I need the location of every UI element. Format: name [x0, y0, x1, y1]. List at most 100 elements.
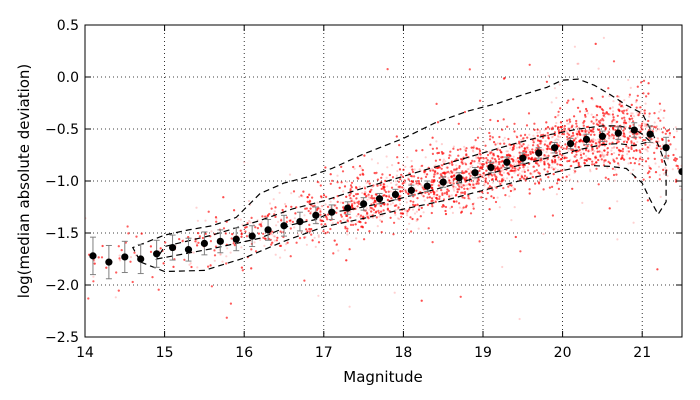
scatter-point	[406, 156, 409, 159]
scatter-point	[399, 212, 402, 215]
scatter-point	[280, 218, 283, 221]
scatter-point	[589, 140, 592, 143]
scatter-point	[454, 172, 457, 175]
grid	[84, 24, 682, 338]
scatter-point	[471, 175, 474, 178]
scatter-point	[317, 235, 320, 238]
scatter-point	[596, 150, 599, 153]
scatter-point	[502, 177, 505, 180]
scatter-point	[647, 146, 650, 149]
scatter-point	[656, 268, 659, 271]
scatter-point	[612, 146, 615, 149]
scatter-point	[597, 121, 600, 124]
scatter-point	[577, 106, 580, 109]
scatter-point	[478, 127, 482, 130]
scatter-point	[545, 80, 549, 83]
scatter-point	[273, 210, 276, 213]
scatter-point	[445, 191, 449, 194]
scatter-point	[626, 107, 630, 110]
scatter-point	[579, 138, 582, 141]
scatter-point	[557, 178, 560, 181]
scatter-point	[512, 186, 515, 189]
scatter-point	[626, 112, 629, 115]
scatter-point	[393, 291, 396, 294]
scatter-point	[509, 147, 512, 150]
scatter-point	[408, 222, 411, 225]
scatter-point	[435, 140, 438, 143]
scatter-point	[475, 182, 478, 185]
scatter-point	[637, 124, 641, 127]
scatter-point	[592, 152, 595, 155]
scatter-point	[512, 155, 515, 158]
scatter-point	[544, 155, 547, 158]
scatter-point	[350, 198, 354, 201]
scatter-point	[645, 126, 648, 129]
scatter-point	[589, 158, 592, 161]
scatter-point	[445, 191, 448, 194]
scatter-point	[430, 197, 434, 200]
scatter-point	[352, 194, 355, 198]
scatter-point	[462, 184, 465, 187]
scatter-point	[376, 225, 379, 228]
scatter-point	[647, 82, 650, 85]
scatter-point	[433, 180, 436, 183]
scatter-point	[655, 125, 659, 128]
scatter-point	[636, 114, 639, 117]
scatter-point	[611, 127, 615, 130]
scatter-point	[547, 137, 550, 140]
scatter-point	[646, 199, 650, 202]
scatter-point	[496, 161, 499, 164]
scatter-point	[197, 232, 200, 235]
scatter-point	[319, 211, 322, 214]
scatter-point	[93, 259, 96, 263]
scatter-point	[363, 190, 367, 193]
scatter-point	[259, 238, 262, 241]
scatter-point	[644, 148, 647, 151]
scatter-point	[523, 149, 526, 152]
scatter-point	[512, 169, 516, 172]
scatter-point	[567, 127, 570, 130]
scatter-point	[293, 217, 296, 220]
scatter-point	[432, 193, 436, 196]
scatter-point	[256, 219, 259, 222]
scatter-point	[308, 193, 311, 196]
scatter-point	[675, 130, 679, 133]
scatter-point	[497, 147, 500, 150]
scatter-point	[417, 208, 421, 211]
scatter-point	[637, 159, 640, 162]
scatter-point	[415, 189, 418, 192]
scatter-point	[636, 140, 639, 144]
scatter-point	[587, 148, 590, 151]
scatter-point	[451, 171, 454, 174]
scatter-point	[446, 181, 449, 184]
scatter-point	[355, 215, 358, 218]
scatter-point	[496, 164, 499, 167]
scatter-point	[532, 134, 535, 137]
scatter-point	[515, 158, 518, 162]
scatter-point	[195, 239, 198, 242]
scatter-point	[384, 180, 387, 183]
scatter-point	[344, 211, 347, 214]
scatter-point	[643, 112, 646, 115]
scatter-point	[579, 129, 582, 132]
scatter-point	[500, 169, 503, 173]
scatter-point	[279, 256, 282, 259]
scatter-point	[590, 131, 594, 134]
scatter-point	[642, 109, 646, 112]
scatter-point	[482, 173, 485, 176]
scatter-point	[596, 146, 599, 149]
scatter-point	[280, 219, 283, 222]
scatter-point	[479, 166, 482, 169]
scatter-point	[601, 108, 604, 111]
scatter-point	[577, 146, 580, 149]
scatter-point	[632, 115, 636, 118]
scatter-point	[608, 137, 611, 140]
scatter-point	[219, 253, 222, 256]
scatter-point	[374, 204, 377, 207]
scatter-point	[556, 169, 560, 172]
scatter-point	[172, 265, 175, 268]
scatter-point	[345, 214, 348, 217]
scatter-point	[646, 119, 649, 122]
scatter-point	[368, 189, 371, 192]
scatter-point	[577, 62, 580, 65]
